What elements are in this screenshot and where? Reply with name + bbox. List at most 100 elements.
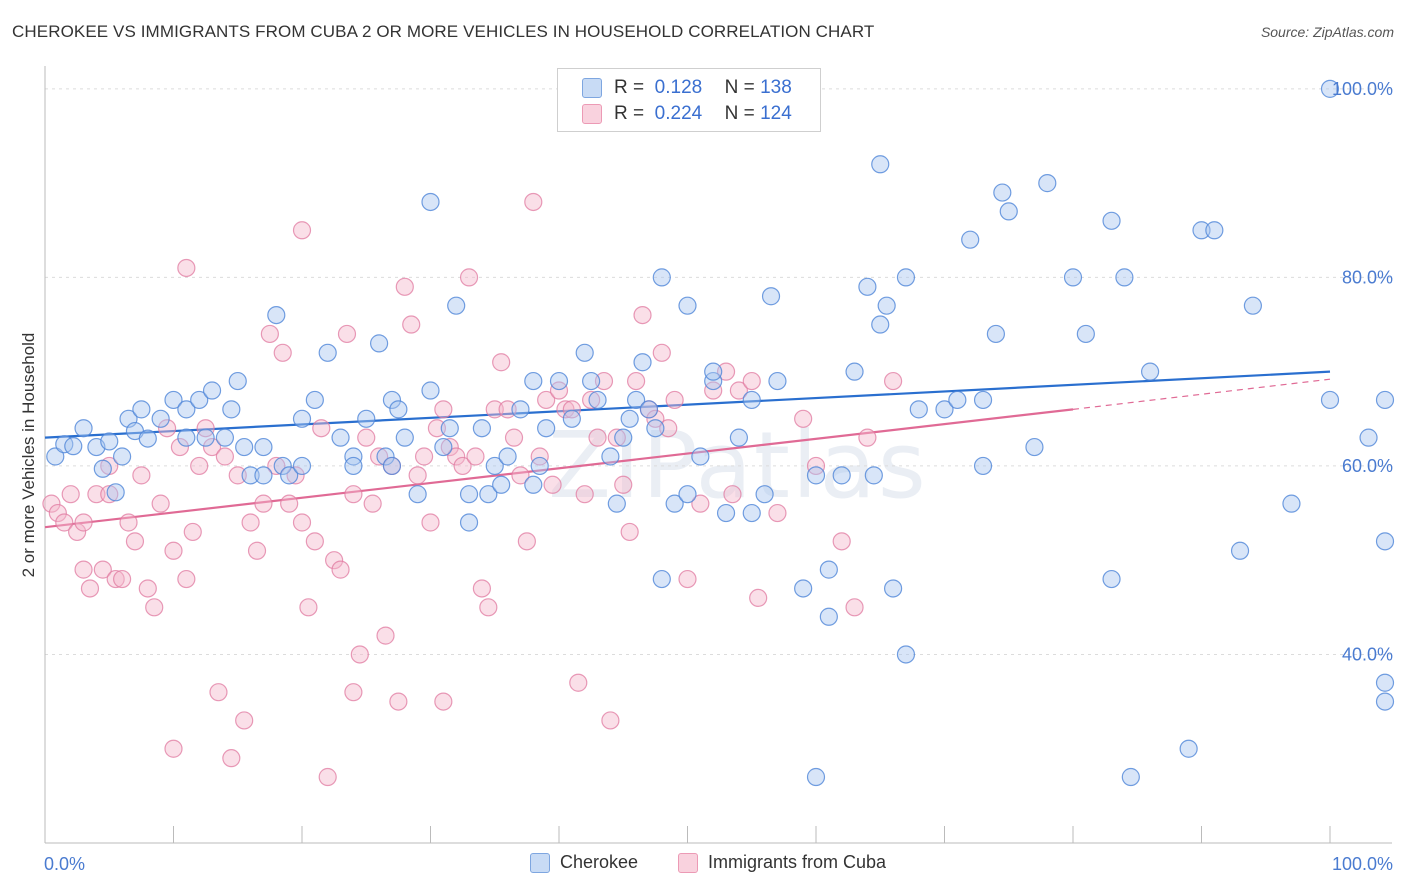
cherokee-point	[1230, 541, 1250, 560]
tick-labels: 40.0% 60.0% 80.0% 100.0% 0.0% 100.0%	[44, 79, 1393, 874]
cherokee-point	[1359, 428, 1378, 447]
cherokee-point	[896, 268, 916, 287]
cuba-point	[370, 447, 389, 466]
cuba-point	[273, 343, 292, 362]
cuba-point	[601, 711, 620, 730]
cuba-point	[267, 456, 286, 476]
cuba-point	[170, 437, 190, 457]
cherokee-trend-line	[44, 370, 1331, 439]
cherokee-point	[498, 447, 517, 466]
cuba-swatch	[582, 104, 602, 124]
cherokee-point	[421, 192, 440, 212]
cuba-point	[453, 456, 472, 476]
cuba-point	[723, 485, 742, 504]
cuba-point	[228, 466, 247, 485]
n-value: 124	[760, 103, 792, 124]
cuba-point	[485, 400, 504, 419]
cuba-point	[614, 475, 633, 494]
cuba-point	[337, 324, 357, 344]
cherokee-point	[1192, 221, 1211, 240]
cuba-point	[132, 466, 151, 485]
cherokee-point	[472, 419, 491, 438]
cuba-point	[498, 400, 517, 419]
cherokee-point	[395, 428, 414, 447]
cuba-point	[704, 381, 723, 400]
cherokee-point	[761, 287, 781, 306]
cherokee-point	[652, 268, 671, 287]
cherokee-point	[1076, 324, 1095, 344]
cherokee-point	[633, 353, 652, 372]
cherokee-point	[1375, 692, 1395, 711]
cherokee-point	[607, 494, 626, 513]
cuba-point	[414, 447, 434, 466]
cherokee-swatch	[530, 852, 550, 873]
cherokee-point	[177, 428, 196, 447]
cuba-point	[582, 390, 601, 410]
cherokee-point	[704, 371, 723, 391]
legend-label: Cherokee	[560, 852, 639, 872]
cuba-point	[402, 315, 421, 334]
cuba-point	[202, 437, 222, 457]
cherokee-point	[112, 447, 132, 466]
cherokee-point	[986, 324, 1006, 344]
y-tick-label: 60.0%	[1342, 456, 1393, 476]
cherokee-point	[46, 447, 65, 466]
cherokee-point	[280, 466, 299, 485]
y-tick-label: 100.0%	[1332, 79, 1393, 99]
cherokee-point	[64, 437, 83, 456]
cherokee-point	[575, 343, 594, 362]
cuba-point	[112, 569, 132, 589]
cuba-point	[845, 598, 864, 617]
cuba-point	[164, 739, 183, 758]
cherokee-point	[344, 456, 363, 476]
cherokee-point	[582, 371, 601, 391]
cherokee-point	[235, 437, 254, 457]
cherokee-point	[652, 569, 671, 589]
cherokee-point	[993, 183, 1012, 202]
cherokee-point	[948, 390, 967, 410]
cherokee-point	[896, 645, 916, 664]
cherokee-point	[626, 390, 646, 410]
cherokee-point	[1320, 79, 1340, 98]
cuba-point	[768, 503, 787, 523]
stats-row-cuba: R = 0.224 N = 124	[582, 101, 792, 127]
cuba-point	[119, 513, 138, 532]
cuba-point	[209, 683, 228, 702]
cherokee-point	[806, 767, 826, 787]
cherokee-point	[382, 456, 402, 476]
cuba-point	[492, 353, 511, 372]
cuba-point	[138, 579, 157, 598]
cuba-point	[190, 456, 209, 476]
y-tick-label: 40.0%	[1342, 644, 1393, 664]
cherokee-point	[877, 296, 896, 315]
cherokee-point	[819, 560, 838, 579]
n-label: N =	[724, 103, 755, 124]
cherokee-point	[222, 400, 241, 419]
cuba-point	[125, 532, 145, 551]
cherokee-point	[1115, 268, 1134, 287]
cuba-point	[164, 541, 183, 560]
cuba-point	[344, 485, 363, 504]
cherokee-point	[55, 435, 74, 454]
cuba-point	[691, 494, 710, 513]
cuba-point	[299, 598, 318, 617]
r-label: R =	[614, 103, 645, 124]
cuba-point	[292, 221, 312, 240]
cherokee-point	[961, 230, 980, 249]
cherokee-point	[588, 390, 607, 410]
cherokee-point	[1375, 532, 1395, 551]
cherokee-point	[858, 277, 877, 296]
cuba-point	[594, 371, 614, 391]
cuba-point	[537, 390, 556, 410]
cuba-point	[389, 692, 408, 711]
cherokee-point	[331, 428, 350, 447]
cherokee-point	[447, 296, 466, 315]
cherokee-point	[729, 428, 749, 447]
cuba-point	[511, 466, 530, 485]
cuba-point	[517, 532, 536, 551]
cuba-point	[74, 560, 93, 579]
cherokee-point	[370, 334, 389, 353]
cuba-point	[659, 419, 678, 438]
n-value: 138	[760, 77, 792, 98]
